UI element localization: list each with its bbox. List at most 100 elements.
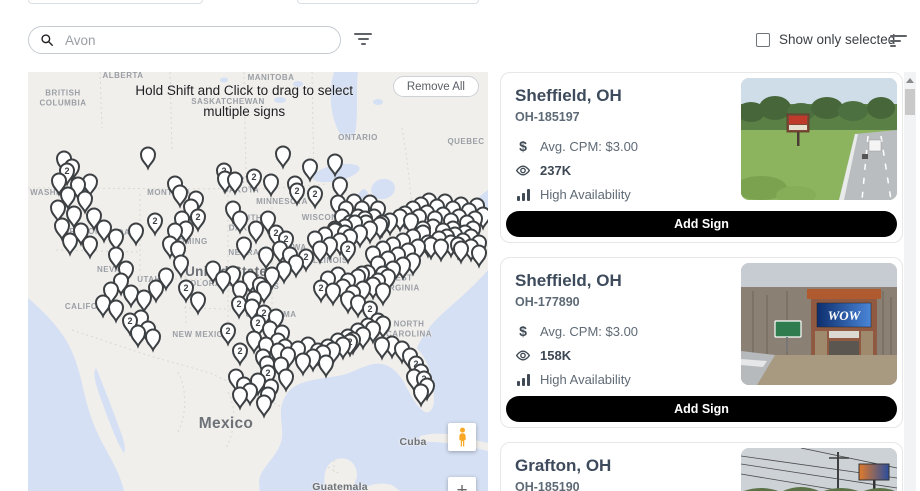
map-pin[interactable]: [326, 153, 344, 178]
svg-text:2: 2: [367, 304, 372, 314]
map-pin[interactable]: [107, 246, 125, 271]
map-pin[interactable]: 2: [146, 212, 164, 237]
map-pin[interactable]: [470, 244, 488, 269]
map-pin[interactable]: [373, 336, 391, 361]
truncated-field-left[interactable]: [28, 0, 203, 4]
map-pin[interactable]: [274, 145, 292, 170]
availability-value: High Availability: [540, 187, 631, 202]
map-pin[interactable]: [257, 246, 275, 271]
sign-city: Grafton, OH: [515, 456, 612, 475]
map-pin[interactable]: [214, 270, 232, 295]
map-pin[interactable]: [324, 282, 342, 307]
map-pin[interactable]: [231, 280, 249, 305]
map-pin[interactable]: [147, 279, 165, 304]
sign-city: Sheffield, OH: [515, 86, 622, 105]
map-pin[interactable]: [262, 173, 280, 198]
map[interactable]: BRITISH COLUMBIA ALBERTA SASKATCHEWAN MANIT…: [28, 72, 488, 491]
map-pin[interactable]: [129, 324, 147, 349]
map-pin[interactable]: [294, 352, 312, 377]
svg-text:2: 2: [237, 346, 242, 356]
filter-icon[interactable]: [353, 33, 373, 48]
map-pin[interactable]: [231, 386, 249, 411]
map-pin[interactable]: [277, 368, 295, 393]
map-pin[interactable]: [107, 228, 125, 253]
sign-card[interactable]: Sheffield, OH OH-177890 $ Avg. CPM: $3.0…: [500, 257, 903, 428]
map-pin[interactable]: [247, 220, 265, 245]
sign-photo: [741, 448, 897, 491]
map-pin[interactable]: [81, 173, 99, 198]
svg-text:2: 2: [152, 216, 157, 226]
map-pin[interactable]: [50, 172, 68, 197]
map-pin[interactable]: 2: [339, 240, 357, 265]
map-pin[interactable]: [255, 394, 273, 419]
show-only-selected-checkbox[interactable]: [756, 32, 770, 47]
map-hint-line1: Hold Shift and Click to drag to select: [135, 83, 353, 98]
svg-text:2: 2: [413, 359, 418, 369]
map-pin[interactable]: [59, 186, 77, 211]
sign-id: OH-177890: [515, 295, 580, 309]
map-pin[interactable]: [374, 282, 392, 307]
svg-text:2: 2: [261, 308, 266, 318]
map-pin[interactable]: [171, 184, 189, 209]
cpm-row: $ Avg. CPM: $3.00: [515, 138, 735, 154]
cpm-value: Avg. CPM: $3.00: [540, 138, 639, 154]
search-input[interactable]: [63, 31, 329, 49]
map-pin[interactable]: [189, 291, 207, 316]
map-pin[interactable]: [172, 254, 190, 279]
map-pin[interactable]: [331, 176, 349, 201]
map-pin[interactable]: 2: [230, 295, 248, 320]
sort-icon[interactable]: [890, 35, 907, 47]
truncated-field-right[interactable]: [297, 0, 479, 4]
scrollbar-up-arrow[interactable]: [906, 78, 914, 83]
map-pin[interactable]: [135, 289, 153, 314]
map-pin[interactable]: 2: [189, 208, 207, 233]
map-pin[interactable]: [231, 210, 249, 235]
sign-card[interactable]: Sheffield, OH OH-185197 $ Avg. CPM: $3.0…: [500, 72, 903, 243]
map-pin[interactable]: [65, 205, 83, 230]
map-hint: Hold Shift and Click to drag to select m…: [135, 81, 353, 123]
sign-id: OH-185197: [515, 110, 580, 124]
add-sign-button[interactable]: Add Sign: [506, 211, 897, 237]
map-pin[interactable]: [452, 240, 470, 265]
map-pin[interactable]: [144, 328, 162, 353]
svg-text:2: 2: [255, 318, 260, 328]
svg-text:2: 2: [236, 299, 241, 309]
zoom-in-button[interactable]: +: [448, 477, 476, 491]
map-pin[interactable]: [301, 158, 319, 183]
add-sign-button[interactable]: Add Sign: [506, 396, 897, 422]
map-pin[interactable]: [235, 236, 253, 261]
show-only-selected-label: Show only selected: [779, 32, 896, 47]
map-pin[interactable]: [139, 146, 157, 171]
sign-id: OH-185190: [515, 480, 580, 491]
map-pin[interactable]: 2: [312, 279, 330, 304]
map-pin[interactable]: 2: [288, 182, 306, 207]
map-pin[interactable]: [311, 240, 329, 265]
map-pin[interactable]: [226, 171, 244, 196]
scrollbar-thumb[interactable]: [905, 89, 915, 115]
map-pin[interactable]: [432, 238, 450, 263]
map-pin[interactable]: [81, 235, 99, 260]
map-pin[interactable]: 2: [177, 279, 195, 304]
map-pin[interactable]: 2: [231, 342, 249, 367]
map-pin[interactable]: [53, 217, 71, 242]
sign-list: Sheffield, OH OH-185197 $ Avg. CPM: $3.0…: [500, 72, 903, 491]
map-pin[interactable]: [49, 199, 67, 224]
map-pin[interactable]: 2: [245, 168, 263, 193]
pegman-button[interactable]: [448, 423, 476, 451]
remove-all-button[interactable]: Remove All: [392, 76, 479, 97]
map-pin[interactable]: [127, 222, 145, 247]
map-pin[interactable]: [61, 232, 79, 257]
map-pin[interactable]: [76, 190, 94, 215]
map-pin[interactable]: 2: [306, 185, 324, 210]
svg-text:2: 2: [312, 189, 317, 199]
map-pin[interactable]: [107, 299, 125, 324]
map-pin[interactable]: [412, 383, 430, 408]
map-pin[interactable]: [317, 354, 335, 379]
map-pin[interactable]: [122, 284, 140, 309]
sign-card[interactable]: Grafton, OH OH-185190: [500, 442, 903, 491]
map-pin[interactable]: [94, 294, 112, 319]
map-pin[interactable]: 2: [219, 322, 237, 347]
svg-text:2: 2: [318, 283, 323, 293]
svg-text:2: 2: [345, 244, 350, 254]
scrollbar[interactable]: [904, 72, 916, 491]
